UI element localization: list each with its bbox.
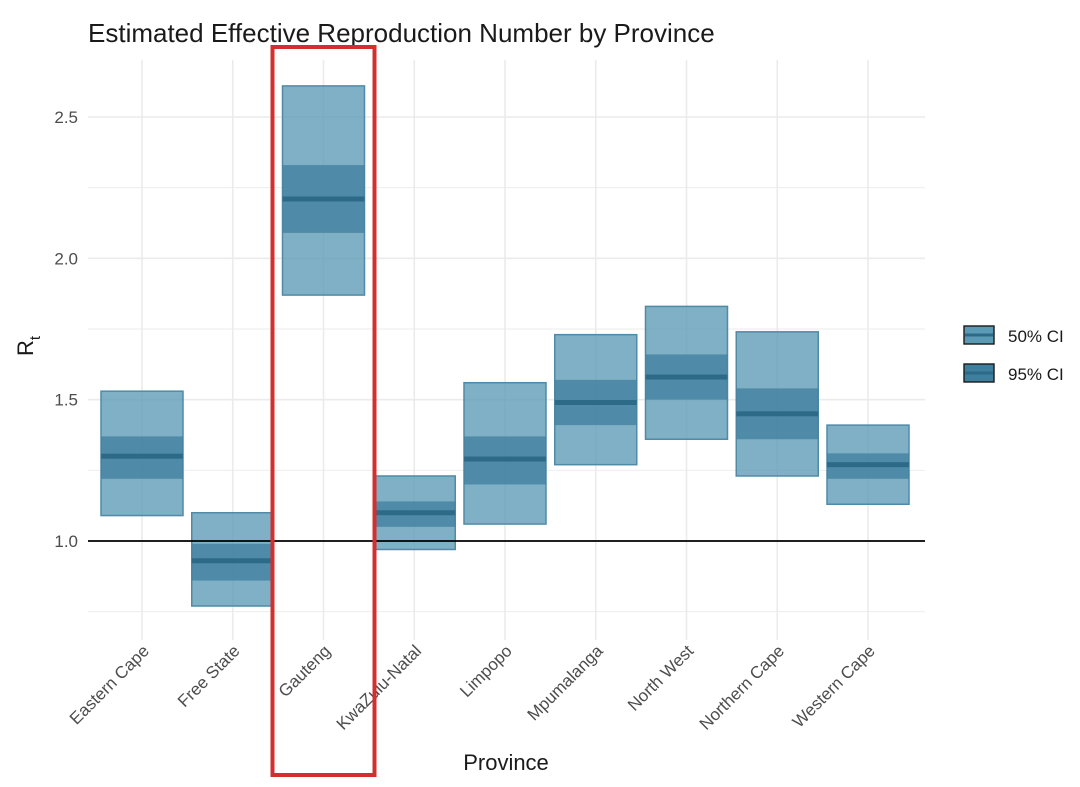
y-tick-labels: 1.0 1.5 2.0 2.5 xyxy=(54,108,78,551)
x-tick-label: Western Cape xyxy=(789,641,879,731)
interval-western-cape xyxy=(826,424,910,506)
median-line xyxy=(373,510,456,516)
median-line xyxy=(282,196,365,202)
median-line xyxy=(645,374,728,380)
y-axis-label: Rt xyxy=(13,335,44,356)
x-tick-label: Northern Cape xyxy=(696,641,788,733)
x-tick-labels: Eastern Cape Free State GautengKwaZulu-Nat… xyxy=(66,641,879,734)
interval-limpopo xyxy=(463,381,547,525)
chart-title: Estimated Effective Reproduction Number … xyxy=(88,18,715,48)
y-tick-label: 2.0 xyxy=(54,249,78,268)
y-tick-label: 1.0 xyxy=(54,532,78,551)
median-line xyxy=(191,558,274,564)
interval-free-state xyxy=(191,511,275,607)
y-tick-label: 2.5 xyxy=(54,108,78,127)
median-line xyxy=(827,462,909,468)
x-tick-label: Gauteng xyxy=(275,641,335,701)
legend-label-95-ci: 95% CI xyxy=(1008,365,1064,384)
interval-kwazulu-natal xyxy=(372,475,456,551)
x-tick-label: Free State xyxy=(174,641,244,711)
median-line xyxy=(554,399,637,405)
y-tick-label: 1.5 xyxy=(54,391,78,410)
legend-key-50-ci-median xyxy=(965,333,993,337)
median-line xyxy=(101,453,183,459)
median-line xyxy=(736,411,819,417)
x-tick-label: Limpopo xyxy=(456,641,516,701)
x-tick-label: North West xyxy=(624,641,698,715)
x-axis-label: Province xyxy=(463,750,549,775)
interval-bars xyxy=(100,85,910,607)
legend: 50% CI 95% CI xyxy=(963,325,1064,384)
interval-mpumalanga xyxy=(554,333,638,466)
x-tick-label: Mpumalanga xyxy=(524,641,607,724)
legend-key-95-ci-median xyxy=(965,371,993,375)
interval-north-west xyxy=(644,305,729,440)
interval-eastern-cape xyxy=(100,390,184,517)
legend-label-50-ci: 50% CI xyxy=(1008,327,1064,346)
x-tick-label: KwaZulu-Natal xyxy=(333,641,425,733)
median-line xyxy=(464,456,546,462)
interval-gauteng xyxy=(281,85,366,296)
gauteng-highlight-box xyxy=(270,45,377,777)
x-tick-label: Eastern Cape xyxy=(66,641,153,728)
interval-northern-cape xyxy=(735,331,819,477)
